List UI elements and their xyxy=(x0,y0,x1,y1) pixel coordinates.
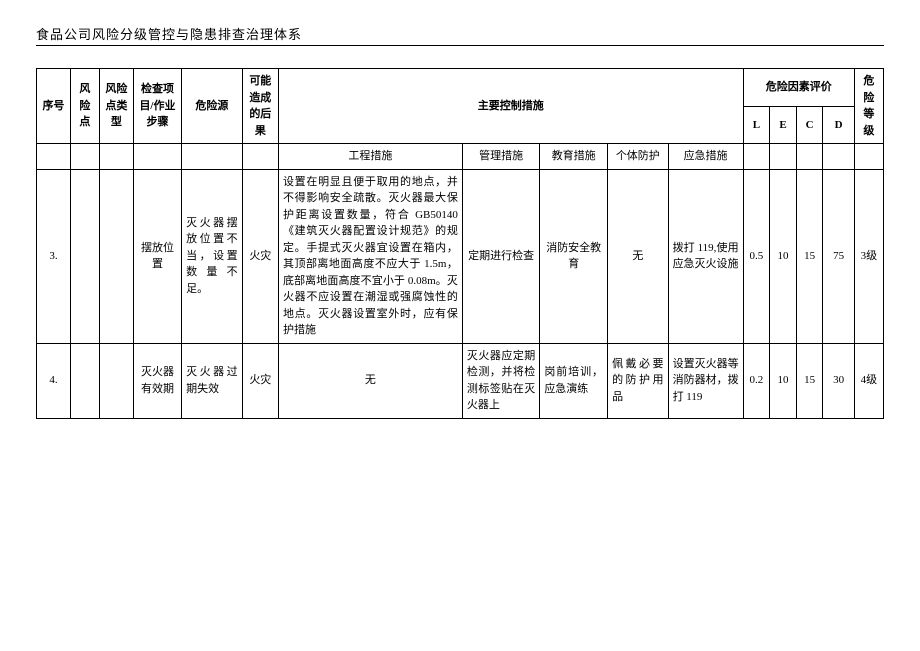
cell-eng: 无 xyxy=(278,343,462,418)
cell-E: 10 xyxy=(770,343,797,418)
cell-eng: 设置在明显且便于取用的地点，并不得影响安全疏散。灭火器最大保护距离设置数量，符合… xyxy=(278,169,462,343)
th-L: L xyxy=(743,106,770,144)
cell-ppe: 无 xyxy=(608,169,669,343)
cell-edu: 岗前培训，应急演练 xyxy=(540,343,608,418)
cell-E: 10 xyxy=(770,169,797,343)
cell-emg: 设置灭火器等消防器材，拨打 119 xyxy=(668,343,743,418)
th-ppe: 个体防护 xyxy=(608,144,669,170)
th-C: C xyxy=(796,106,823,144)
cell-consequence: 火灾 xyxy=(242,169,278,343)
cell-L: 0.5 xyxy=(743,169,770,343)
th-E: E xyxy=(770,106,797,144)
cell xyxy=(99,144,133,170)
cell xyxy=(133,144,181,170)
th-hazard: 危险源 xyxy=(182,69,243,144)
cell-check-item: 摆放位置 xyxy=(133,169,181,343)
cell-D: 75 xyxy=(823,169,854,343)
risk-table: 序号 风险点 风险点类型 检查项目/作业步骤 危险源 可能造成的后果 主要控制措… xyxy=(36,68,884,419)
table-row: 3. 摆放位置 灭火器摆放位置不当，设置数量不足。 火灾 设置在明显且便于取用的… xyxy=(37,169,884,343)
subheader-row: 工程措施 管理措施 教育措施 个体防护 应急措施 xyxy=(37,144,884,170)
cell-level: 4级 xyxy=(854,343,883,418)
cell xyxy=(823,144,854,170)
th-eval: 危险因素评价 xyxy=(743,69,854,107)
cell xyxy=(770,144,797,170)
cell-risk-point xyxy=(70,343,99,418)
cell-mgmt: 灭火器应定期检测，并将检测标签贴在灭火器上 xyxy=(462,343,539,418)
cell-level: 3级 xyxy=(854,169,883,343)
head-row-1: 序号 风险点 风险点类型 检查项目/作业步骤 危险源 可能造成的后果 主要控制措… xyxy=(37,69,884,107)
cell-L: 0.2 xyxy=(743,343,770,418)
th-risk-level: 危险等级 xyxy=(854,69,883,144)
cell xyxy=(796,144,823,170)
th-risk-point: 风险点 xyxy=(70,69,99,144)
cell-seq: 3. xyxy=(37,169,71,343)
th-risk-point-type: 风险点类型 xyxy=(99,69,133,144)
cell-consequence: 火灾 xyxy=(242,343,278,418)
th-check-item: 检查项目/作业步骤 xyxy=(133,69,181,144)
th-mgmt: 管理措施 xyxy=(462,144,539,170)
th-edu: 教育措施 xyxy=(540,144,608,170)
th-D: D xyxy=(823,106,854,144)
cell-edu: 消防安全教育 xyxy=(540,169,608,343)
cell xyxy=(37,144,71,170)
page-header: 食品公司风险分级管控与隐患排查治理体系 xyxy=(36,24,884,43)
th-eng: 工程措施 xyxy=(278,144,462,170)
cell xyxy=(242,144,278,170)
table-row: 4. 灭火器有效期 灭火器过期失效 火灾 无 灭火器应定期检测，并将检测标签贴在… xyxy=(37,343,884,418)
cell-hazard: 灭火器过期失效 xyxy=(182,343,243,418)
cell-risk-point-type xyxy=(99,343,133,418)
cell xyxy=(182,144,243,170)
cell-mgmt: 定期进行检查 xyxy=(462,169,539,343)
cell-check-item: 灭火器有效期 xyxy=(133,343,181,418)
cell-ppe: 佩戴必要的防护用品 xyxy=(608,343,669,418)
cell xyxy=(743,144,770,170)
header-rule xyxy=(36,45,884,46)
cell-C: 15 xyxy=(796,169,823,343)
table-head: 序号 风险点 风险点类型 检查项目/作业步骤 危险源 可能造成的后果 主要控制措… xyxy=(37,69,884,144)
cell-hazard: 灭火器摆放位置不当，设置数量不足。 xyxy=(182,169,243,343)
th-emg: 应急措施 xyxy=(668,144,743,170)
th-seq: 序号 xyxy=(37,69,71,144)
cell-seq: 4. xyxy=(37,343,71,418)
page-container: 食品公司风险分级管控与隐患排查治理体系 序号 风险点 风险点类型 xyxy=(0,0,920,651)
table-body: 工程措施 管理措施 教育措施 个体防护 应急措施 3. 摆放位置 灭火器摆放位置… xyxy=(37,144,884,419)
cell-risk-point-type xyxy=(99,169,133,343)
th-measures: 主要控制措施 xyxy=(278,69,743,144)
th-consequence: 可能造成的后果 xyxy=(242,69,278,144)
cell xyxy=(854,144,883,170)
cell-risk-point xyxy=(70,169,99,343)
cell-C: 15 xyxy=(796,343,823,418)
cell-D: 30 xyxy=(823,343,854,418)
cell xyxy=(70,144,99,170)
cell-emg: 拨打 119,使用应急灭火设施 xyxy=(668,169,743,343)
